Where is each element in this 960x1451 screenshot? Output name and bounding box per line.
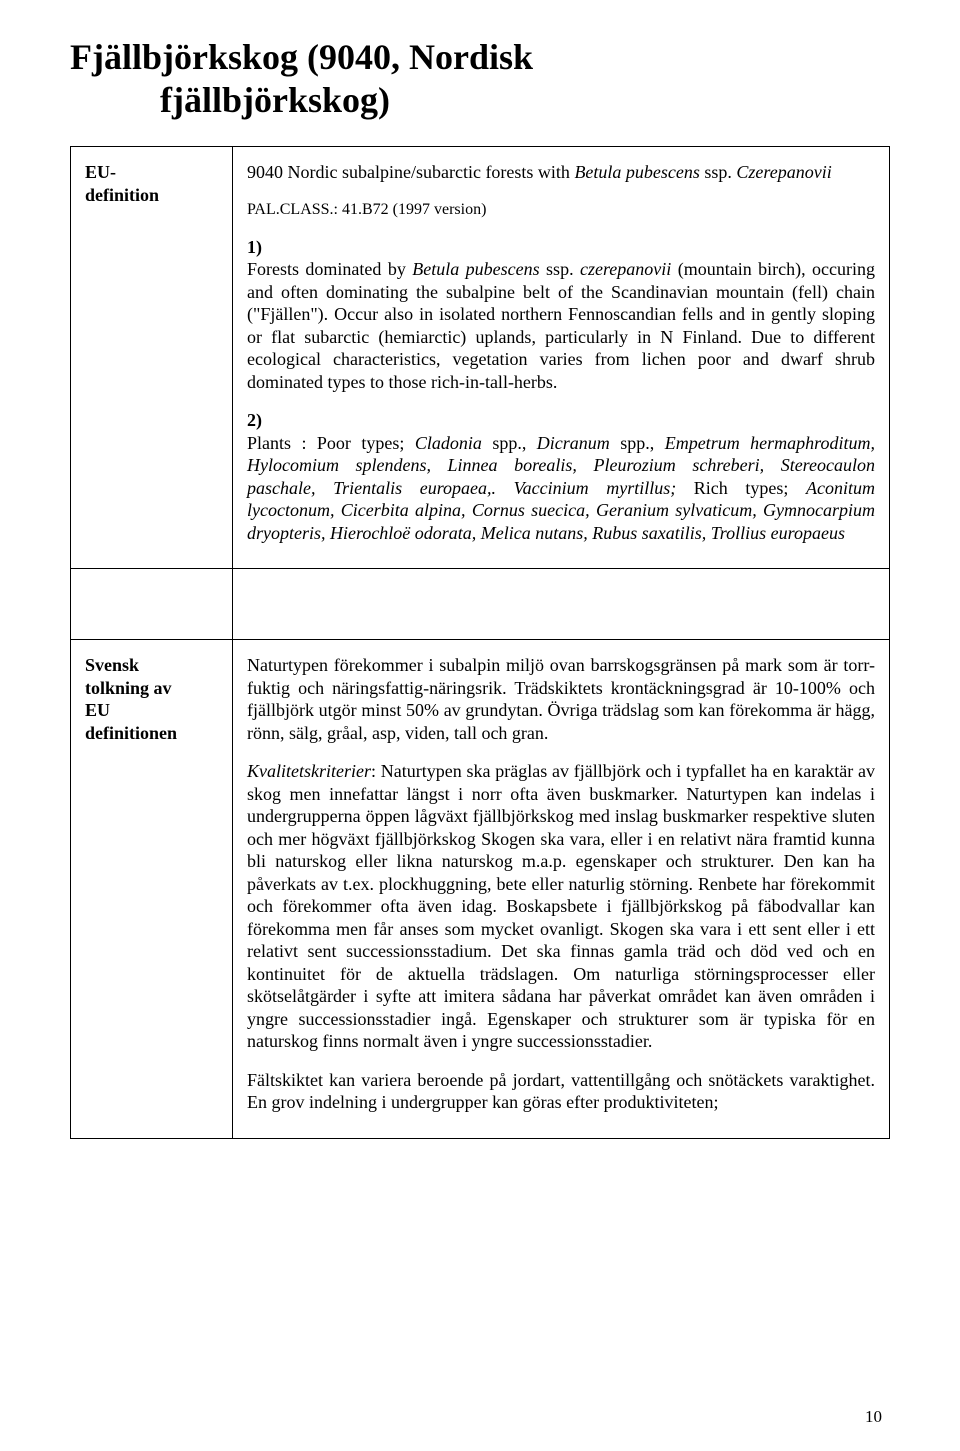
sec2-text-b: spp., (482, 433, 537, 453)
row2-label-cell: Svensk tolkning av EU definitionen (71, 640, 233, 1139)
table-row: EU- definition 9040 Nordic subalpine/sub… (71, 147, 890, 569)
row1-content-cell: 9040 Nordic subalpine/subarctic forests … (233, 147, 890, 569)
palclass: PAL.CLASS.: 41.B72 (1997 version) (247, 200, 875, 220)
section1-paragraph: Forests dominated by Betula pubescens ss… (247, 258, 875, 393)
heading-italic2: Czerepanovii (736, 162, 831, 182)
section2-number: 2) (247, 409, 875, 432)
sec2-italic1: Cladonia (415, 433, 482, 453)
row2-label-line3: EU (85, 700, 110, 720)
section2-paragraph: Plants : Poor types; Cladonia spp., Dicr… (247, 432, 875, 545)
sec1-italic1: Betula pubescens (412, 259, 539, 279)
sec2-text-d: Rich types; (676, 478, 806, 498)
spacer-row (71, 569, 890, 640)
heading-part2: ssp. (700, 162, 737, 182)
row2-label-line2: tolkning av (85, 678, 172, 698)
title-line1: Fjällbjörkskog (9040, Nordisk (70, 37, 533, 77)
row2-p2-italic: Kvalitetskriterier (247, 761, 371, 781)
title-line2: fjällbjörkskog) (70, 79, 890, 122)
spacer-cell (233, 569, 890, 640)
sec1-text-b: ssp. (540, 259, 580, 279)
page-number: 10 (865, 1407, 882, 1427)
row1-heading: 9040 Nordic subalpine/subarctic forests … (247, 161, 875, 184)
heading-italic1: Betula pubescens (574, 162, 699, 182)
row2-p2-text: : Naturtypen ska präglas av fjällbjörk o… (247, 761, 875, 1051)
sec1-italic2: czerepanovii (580, 259, 671, 279)
row1-label-line2: definition (85, 185, 159, 205)
row2-paragraph1: Naturtypen förekommer i subalpin miljö o… (247, 654, 875, 744)
sec2-text-c: spp., (610, 433, 665, 453)
row2-label-line1: Svensk (85, 655, 139, 675)
sec2-text-a: Plants : Poor types; (247, 433, 415, 453)
spacer-cell (71, 569, 233, 640)
row1-label-line1: EU- (85, 162, 116, 182)
row2-paragraph3: Fältskiktet kan variera beroende på jord… (247, 1069, 875, 1114)
row1-label-cell: EU- definition (71, 147, 233, 569)
page-title: Fjällbjörkskog (9040, Nordisk fjällbjörk… (70, 36, 890, 122)
row2-content-cell: Naturtypen förekommer i subalpin miljö o… (233, 640, 890, 1139)
row2-paragraph2: Kvalitetskriterier: Naturtypen ska prägl… (247, 760, 875, 1053)
heading-part1: 9040 Nordic subalpine/subarctic forests … (247, 162, 574, 182)
page: Fjällbjörkskog (9040, Nordisk fjällbjörk… (0, 0, 960, 1451)
table-row: Svensk tolkning av EU definitionen Natur… (71, 640, 890, 1139)
sec1-text-a: Forests dominated by (247, 259, 412, 279)
sec2-italic2: Dicranum (537, 433, 610, 453)
section1-number: 1) (247, 236, 875, 259)
row2-label-line4: definitionen (85, 723, 177, 743)
definition-table: EU- definition 9040 Nordic subalpine/sub… (70, 146, 890, 1139)
